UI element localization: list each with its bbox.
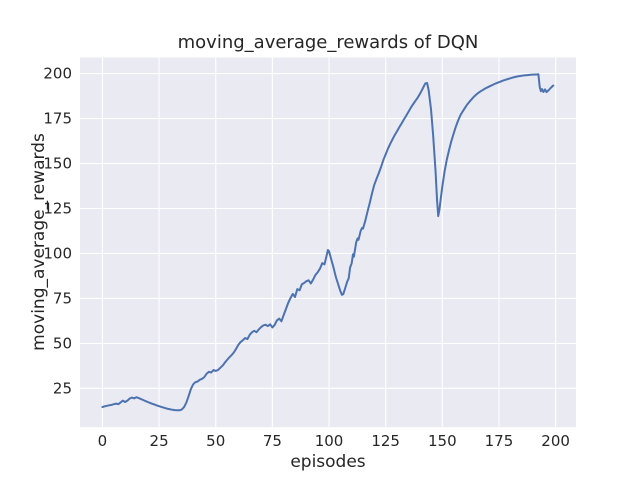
plot-area: 0 25 50 75 100 125 150 175 200 25 50 75 100 125 150 175…: [43, 57, 576, 450]
x-tick-label: 200: [541, 432, 570, 450]
axes-background: [80, 57, 576, 428]
y-tick-label: 175: [43, 110, 72, 128]
x-tick-label: 175: [485, 432, 514, 450]
y-tick-label: 100: [43, 244, 72, 262]
x-axis-label: episodes: [290, 452, 365, 472]
y-tick-label: 25: [53, 379, 72, 397]
x-tick-label: 25: [150, 432, 169, 450]
x-tick-label: 0: [98, 432, 108, 450]
x-tick-label: 150: [428, 432, 457, 450]
y-tick-label: 150: [43, 155, 72, 173]
y-tick-label: 125: [43, 199, 72, 217]
x-tick-label: 125: [371, 432, 400, 450]
y-tick-label: 75: [53, 289, 72, 307]
y-tick-label: 50: [53, 334, 72, 352]
x-tick-label: 100: [315, 432, 344, 450]
reward-line-series: [101, 73, 555, 412]
x-tick-label: 75: [263, 432, 282, 450]
chart-title: moving_average_rewards of DQN: [178, 32, 479, 53]
x-tick-label: 50: [206, 432, 225, 450]
y-tick-label: 200: [43, 65, 72, 83]
y-axis-label: moving_average_rewards: [29, 133, 49, 351]
